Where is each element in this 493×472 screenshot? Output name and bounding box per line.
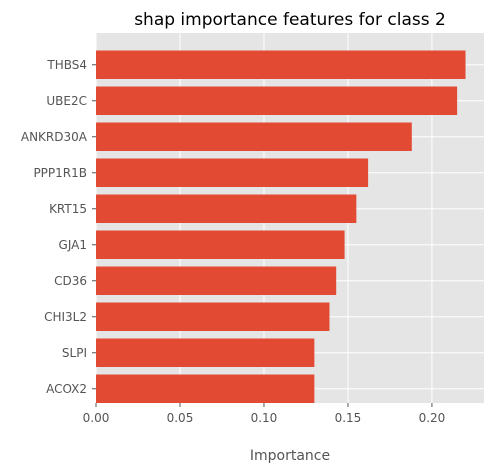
y-tick-labels: THBS4 UBE2C ANKRD30A PPP1R1B KRT15 GJA1 CD36 CH… <box>21 58 96 396</box>
bar-chi3l2 <box>96 302 330 331</box>
bars-group <box>96 50 466 403</box>
x-tick-label: 0.10 <box>251 411 278 425</box>
chart-title: shap importance features for class 2 <box>134 10 446 30</box>
y-tick-label-acox2: ACOX2 <box>46 382 87 396</box>
y-tick-label-chi3l2: CHI3L2 <box>44 310 87 324</box>
x-tick-label: 0.20 <box>419 411 446 425</box>
bar-gja1 <box>96 230 345 259</box>
y-tick-label-cd36: CD36 <box>54 274 87 288</box>
x-tick-label: 0.15 <box>335 411 362 425</box>
x-tick-label: 0.00 <box>83 411 110 425</box>
bar-ppp1r1b <box>96 158 369 187</box>
bar-acox2 <box>96 374 315 403</box>
y-tick-label-gja1: GJA1 <box>59 238 87 252</box>
x-tick-label: 0.05 <box>167 411 194 425</box>
x-axis-label: Importance <box>250 448 330 464</box>
y-tick-label-slpi: SLPI <box>62 346 87 360</box>
y-tick-label-ppp1r1b: PPP1R1B <box>33 166 87 180</box>
bar-ube2c <box>96 86 458 115</box>
bar-krt15 <box>96 194 357 223</box>
y-tick-label-ankrd30a: ANKRD30A <box>21 130 88 144</box>
bar-ankrd30a <box>96 122 412 151</box>
y-tick-label-thbs4: THBS4 <box>46 58 87 72</box>
y-tick-label-krt15: KRT15 <box>49 202 87 216</box>
bar-thbs4 <box>96 50 466 79</box>
bar-slpi <box>96 338 315 367</box>
x-tick-labels: 0.00 0.05 0.10 0.15 0.20 <box>83 403 446 425</box>
y-tick-label-ube2c: UBE2C <box>46 94 87 108</box>
bar-cd36 <box>96 266 337 295</box>
